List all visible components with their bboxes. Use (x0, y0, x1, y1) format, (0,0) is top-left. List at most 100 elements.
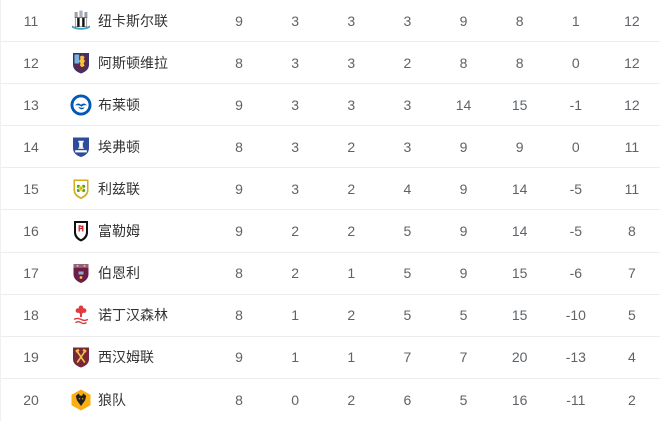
team-cell[interactable]: 布莱顿 (61, 93, 211, 117)
lost-cell: 5 (403, 307, 412, 324)
goals-against-cell: 9 (515, 138, 524, 155)
team-cell[interactable]: 富勒姆 (61, 219, 211, 243)
goals-against-cell: 8 (515, 12, 524, 29)
goals-for-cell: 9 (459, 223, 468, 240)
leeds-united-crest (69, 177, 93, 201)
team-cell[interactable]: 利兹联 (61, 177, 211, 201)
rank-cell: 15 (23, 180, 39, 197)
drawn-cell: 2 (347, 307, 356, 324)
points-cell: 4 (628, 349, 636, 366)
goal-diff-cell: -6 (569, 265, 583, 282)
burnley-crest (69, 261, 93, 285)
won-cell: 2 (291, 223, 300, 240)
goals-against-cell: 15 (511, 265, 528, 282)
rank-cell: 12 (23, 54, 39, 71)
points-cell: 12 (624, 12, 640, 29)
team-name: 狼队 (98, 391, 126, 408)
lost-cell: 5 (403, 223, 412, 240)
table-row[interactable]: 12 阿斯顿维拉 8 3 3 2 8 8 0 12 (1, 42, 660, 85)
table-row[interactable]: 16 富勒姆 9 2 2 5 9 14 -5 8 (1, 210, 660, 253)
team-cell[interactable]: 西汉姆联 (61, 345, 211, 369)
team-cell[interactable]: 阿斯顿维拉 (61, 51, 211, 75)
team-name: 利兹联 (98, 180, 140, 197)
points-cell: 11 (624, 138, 640, 155)
team-cell[interactable]: 伯恩利 (61, 261, 211, 285)
goal-diff-cell: -10 (565, 307, 586, 324)
points-cell: 11 (624, 180, 640, 197)
lost-cell: 3 (403, 138, 412, 155)
table-row[interactable]: 11 纽卡斯尔联 9 3 3 3 9 8 1 12 (1, 0, 660, 43)
lost-cell: 4 (403, 180, 412, 197)
won-cell: 3 (291, 96, 300, 113)
rank-cell: 11 (23, 12, 39, 29)
team-name: 阿斯顿维拉 (98, 54, 168, 71)
goals-for-cell: 8 (459, 54, 468, 71)
table-row[interactable]: 19 西汉姆联 9 1 1 7 7 20 -13 4 (1, 336, 660, 379)
points-cell: 8 (628, 223, 636, 240)
team-name: 纽卡斯尔联 (98, 12, 168, 29)
team-cell[interactable]: 诺丁汉森林 (61, 303, 211, 327)
won-cell: 2 (291, 265, 300, 282)
rank-cell: 18 (23, 307, 39, 324)
played-cell: 9 (235, 349, 243, 366)
goals-for-cell: 14 (455, 96, 472, 113)
rank-cell: 13 (23, 96, 39, 113)
played-cell: 8 (235, 138, 243, 155)
rank-cell: 14 (23, 138, 39, 155)
team-cell[interactable]: 埃弗顿 (61, 135, 211, 159)
goals-against-cell: 8 (515, 54, 524, 71)
nottingham-forest-crest (69, 303, 93, 327)
points-cell: 12 (624, 54, 640, 71)
drawn-cell: 3 (347, 54, 356, 71)
drawn-cell: 2 (347, 223, 356, 240)
team-cell[interactable]: 狼队 (61, 388, 211, 412)
lost-cell: 2 (403, 54, 412, 71)
team-name: 伯恩利 (98, 265, 140, 282)
played-cell: 9 (235, 180, 243, 197)
table-row[interactable]: 15 利兹联 9 3 2 4 9 14 -5 11 (1, 168, 660, 211)
drawn-cell: 1 (347, 349, 356, 366)
lost-cell: 5 (403, 265, 412, 282)
wolves-crest (69, 388, 93, 412)
goals-against-cell: 16 (511, 391, 528, 408)
drawn-cell: 2 (347, 180, 356, 197)
won-cell: 3 (291, 54, 300, 71)
drawn-cell: 3 (347, 12, 356, 29)
team-name: 埃弗顿 (98, 138, 140, 155)
goals-against-cell: 14 (511, 223, 528, 240)
lost-cell: 3 (403, 96, 412, 113)
goal-diff-cell: 1 (571, 12, 580, 29)
table-row[interactable]: 14 埃弗顿 8 3 2 3 9 9 0 11 (1, 126, 660, 169)
points-cell: 7 (628, 265, 636, 282)
west-ham-crest (69, 345, 93, 369)
goal-diff-cell: -5 (569, 180, 583, 197)
played-cell: 8 (235, 307, 243, 324)
team-name: 布莱顿 (98, 96, 140, 113)
drawn-cell: 1 (347, 265, 356, 282)
table-row[interactable]: 20 狼队 8 0 2 6 5 16 -11 2 (1, 378, 660, 421)
points-cell: 12 (624, 96, 640, 113)
everton-crest (69, 135, 93, 159)
played-cell: 9 (235, 223, 243, 240)
goals-for-cell: 9 (459, 265, 468, 282)
played-cell: 8 (235, 54, 243, 71)
won-cell: 3 (291, 180, 300, 197)
goals-against-cell: 14 (511, 180, 528, 197)
goals-for-cell: 9 (459, 12, 468, 29)
rank-cell: 20 (23, 391, 39, 408)
goals-against-cell: 15 (511, 307, 528, 324)
drawn-cell: 2 (347, 138, 356, 155)
lost-cell: 6 (403, 391, 412, 408)
table-row[interactable]: 18 诺丁汉森林 8 1 2 5 5 15 -10 5 (1, 294, 660, 337)
won-cell: 1 (291, 307, 300, 324)
goals-against-cell: 15 (511, 96, 528, 113)
drawn-cell: 3 (347, 96, 356, 113)
table-row[interactable]: 17 伯恩利 8 2 1 5 9 15 -6 7 (1, 252, 660, 295)
team-cell[interactable]: 纽卡斯尔联 (61, 9, 211, 33)
lost-cell: 3 (403, 12, 412, 29)
won-cell: 3 (291, 12, 300, 29)
team-name: 富勒姆 (98, 223, 140, 240)
table-row[interactable]: 13 布莱顿 9 3 3 3 14 15 -1 12 (1, 84, 660, 127)
points-cell: 5 (628, 307, 636, 324)
